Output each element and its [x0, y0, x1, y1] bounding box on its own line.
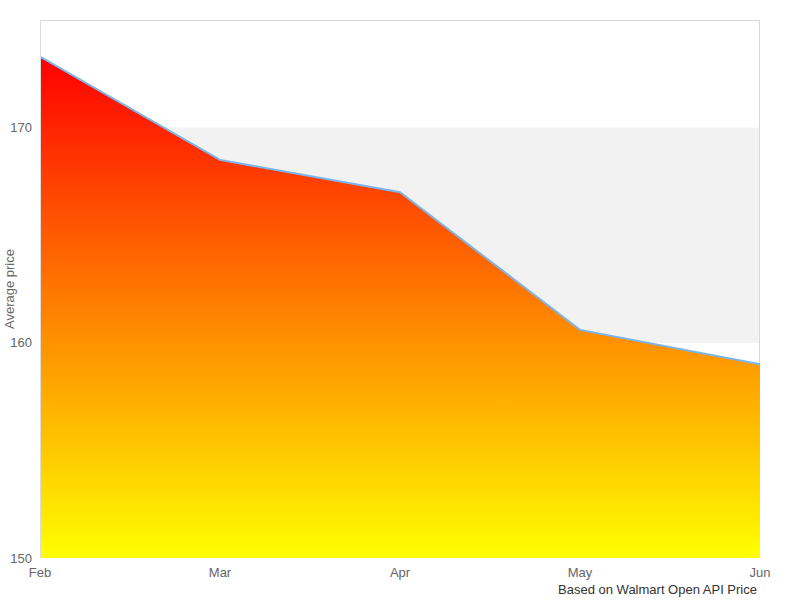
x-tick-label: Feb: [29, 565, 51, 580]
x-tick-label: Jun: [750, 565, 771, 580]
x-tick-label: May: [568, 565, 593, 580]
x-tick-label: Mar: [209, 565, 232, 580]
chart-canvas: 150 160 170 Feb Mar Apr May Jun Average price Bas…: [0, 0, 800, 600]
y-tick-label: 170: [10, 120, 32, 135]
y-tick-label: 160: [10, 335, 32, 350]
chart-caption: Based on Walmart Open API Price: [558, 582, 757, 597]
y-tick-label: 150: [10, 551, 32, 566]
x-tick-label: Apr: [390, 565, 411, 580]
y-axis-title: Average price: [2, 249, 17, 329]
average-price-area-chart: 150 160 170 Feb Mar Apr May Jun Average price Bas…: [0, 0, 800, 600]
